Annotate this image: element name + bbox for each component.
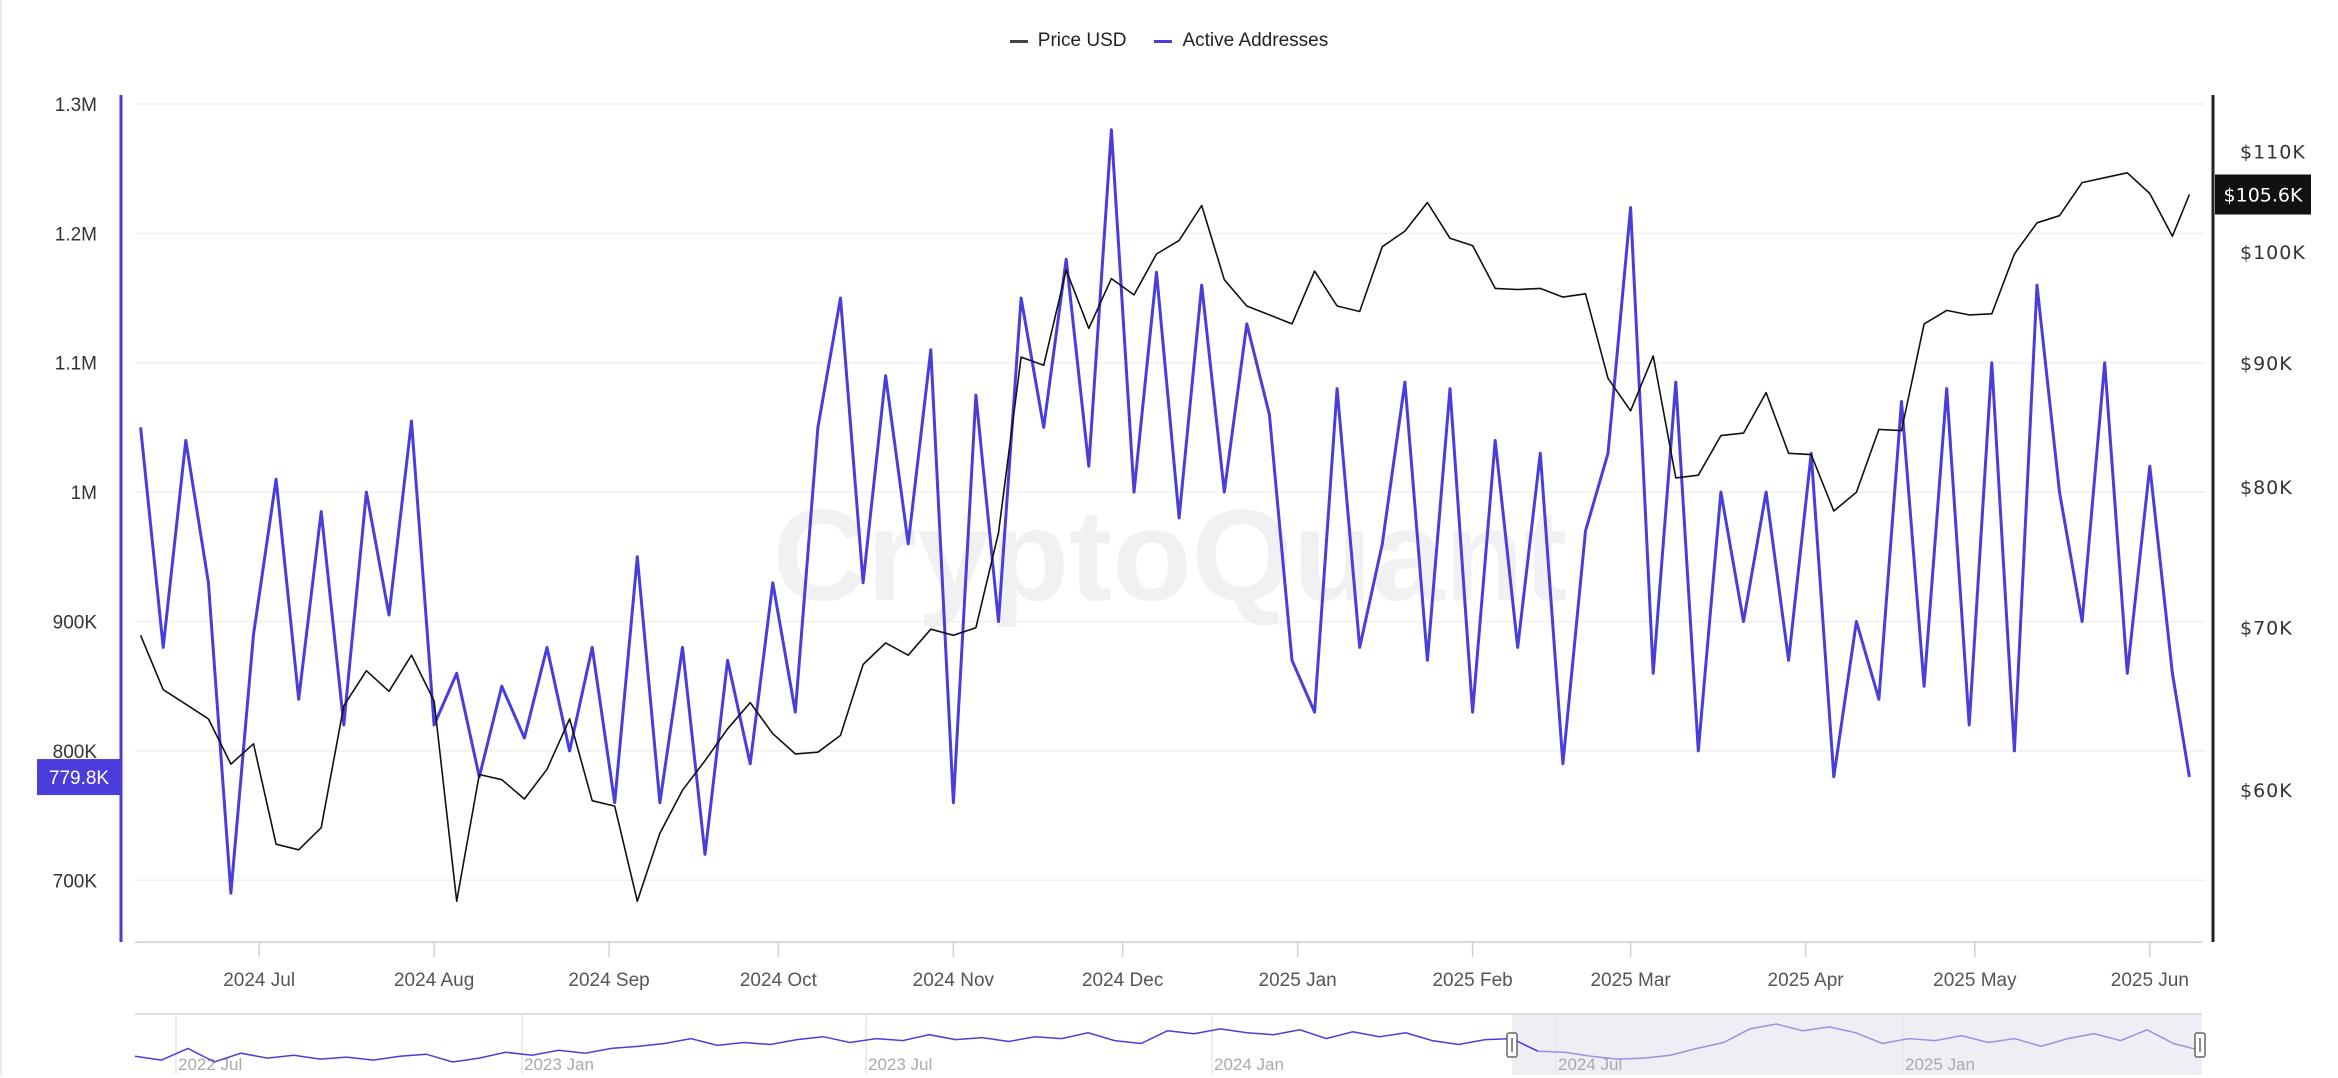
- y-right-tick-label: $90K: [2240, 353, 2293, 375]
- x-tick-label: 2025 Apr: [1768, 970, 1845, 991]
- series-lines: [139, 128, 2191, 902]
- active-addresses-line: [139, 128, 2191, 895]
- x-axis: 2024 Jul 2024 Aug 2024 Sep 2024 Oct 2024 Nov…: [135, 941, 2202, 991]
- y-left-tick-label: 700K: [53, 871, 98, 892]
- x-tick-label: 2024 Oct: [740, 970, 818, 991]
- y-left-tick-label: 1.2M: [55, 224, 97, 245]
- x-tick-label: 2024 Sep: [568, 970, 649, 991]
- x-tick-label: 2025 May: [1933, 970, 2017, 991]
- price-line: [139, 172, 2191, 902]
- navigator-label: 2022 Jul: [178, 1055, 242, 1074]
- navigator-label: 2024 Jan: [1214, 1055, 1284, 1074]
- gridlines: [135, 103, 2205, 882]
- y-right-tick-label: $110K: [2240, 141, 2306, 163]
- y-left-tick-label: 1.3M: [55, 95, 97, 116]
- y-left-tick-label: 1.1M: [55, 354, 97, 375]
- y-left-tick-label: 800K: [53, 742, 98, 763]
- legend-item-active-addresses[interactable]: Active Addresses: [1154, 30, 1328, 52]
- x-tick-label: 2024 Jul: [223, 970, 295, 991]
- y-left-tick-label: 900K: [53, 613, 98, 634]
- price-swatch-icon: [1009, 39, 1028, 43]
- active-addresses-swatch-icon: [1154, 39, 1173, 43]
- navigator[interactable]: 2022 Jul 2023 Jan 2023 Jul 2024 Jan 2024 Jul…: [134, 1013, 2206, 1075]
- x-tick-label: 2025 Feb: [1432, 970, 1512, 991]
- watermark: CryptoQuant: [773, 482, 1567, 628]
- navigator-label: 2024 Jul: [1558, 1055, 1622, 1074]
- current-addresses-badge: [37, 759, 121, 796]
- x-tick-label: 2024 Nov: [913, 970, 995, 991]
- y-axes: 700K 800K 900K 1M 1.1M 1.2M 1.3M $60K $70K $80K $9…: [37, 95, 2311, 942]
- y-right-tick-label: $100K: [2240, 242, 2306, 264]
- current-price-badge: [2215, 174, 2311, 215]
- x-tick-label: 2025 Mar: [1590, 970, 1671, 991]
- legend: Price USD Active Addresses: [0, 30, 2338, 52]
- x-tick-label: 2024 Dec: [1082, 970, 1163, 991]
- current-price-label: $105.6K: [2224, 185, 2303, 207]
- legend-addresses-label: Active Addresses: [1182, 30, 1329, 51]
- navigator-selected-series-line: [1538, 1023, 2201, 1060]
- x-tick-label: 2025 Jun: [2111, 970, 2189, 991]
- y-right-tick-label: $80K: [2240, 477, 2293, 499]
- x-tick-label: 2025 Jan: [1259, 970, 1337, 991]
- legend-item-price[interactable]: Price USD: [1009, 30, 1127, 52]
- y-right-tick-label: $70K: [2240, 618, 2293, 640]
- y-right-tick-label: $60K: [2240, 780, 2293, 802]
- navigator-label: 2025 Jan: [1905, 1055, 1975, 1074]
- navigator-selected-range[interactable]: [1512, 1015, 2202, 1075]
- navigator-series-line: [134, 1028, 1539, 1063]
- navigator-label: 2023 Jul: [868, 1055, 932, 1074]
- x-tick-label: 2024 Aug: [394, 970, 474, 991]
- y-left-tick-label: 1M: [71, 483, 97, 504]
- current-addresses-label: 779.8K: [49, 768, 110, 789]
- legend-price-label: Price USD: [1037, 30, 1127, 51]
- navigator-label: 2023 Jan: [524, 1055, 594, 1074]
